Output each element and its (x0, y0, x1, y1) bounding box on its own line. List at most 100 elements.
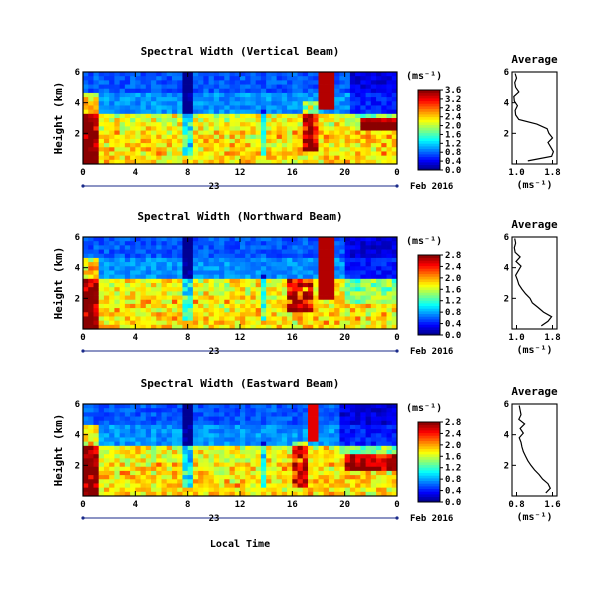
heatmap-cell (171, 454, 178, 459)
heatmap-cell (187, 278, 194, 284)
heatmap-cell (250, 466, 257, 472)
heatmap-cell (334, 437, 340, 443)
heatmap-cell (93, 429, 100, 434)
heatmap-cell (229, 445, 236, 451)
heatmap-cell (229, 109, 236, 115)
heatmap-cell (229, 274, 236, 280)
heatmap-cell (376, 72, 382, 77)
heatmap-cell (182, 274, 189, 280)
colorbar-step (418, 462, 440, 466)
heatmap-cell (308, 72, 314, 77)
heatmap-cell (240, 245, 246, 250)
heatmap-cell (386, 462, 393, 468)
heatmap-cell (276, 487, 283, 493)
heatmap-cell (177, 147, 183, 152)
heatmap-cell (135, 475, 141, 480)
heatmap-cell (308, 316, 314, 322)
heatmap-cell (151, 429, 157, 434)
heatmap-cell (250, 76, 257, 81)
heatmap-cell (166, 479, 173, 484)
heatmap-cell (98, 416, 105, 422)
heatmap-cell (83, 483, 89, 489)
heatmap-cell (109, 287, 115, 292)
heatmap-cell (349, 491, 356, 497)
heatmap-cell (349, 159, 356, 165)
heatmap-cell (234, 105, 241, 111)
heatmap-cell (213, 462, 220, 468)
heatmap-cell (318, 475, 325, 480)
heatmap-cell (323, 475, 330, 480)
heatmap-cell (281, 458, 288, 463)
heatmap-cell (219, 249, 225, 255)
heatmap-cell (229, 151, 236, 157)
heatmap-cell (255, 408, 262, 413)
heatmap-cell (98, 429, 105, 434)
heatmap-cell (287, 299, 293, 305)
heatmap-cell (208, 412, 215, 417)
heatmap-cell (103, 80, 110, 85)
heatmap-cell (260, 445, 267, 451)
heatmap-cell (234, 429, 241, 434)
heatmap-cell (109, 491, 115, 497)
heatmap-cell (192, 249, 199, 255)
heatmap-cell (391, 458, 398, 463)
heatmap-cell (260, 159, 267, 165)
heatmap-cell (213, 445, 220, 451)
heatmap-cell (240, 416, 246, 422)
heatmap-cell (266, 92, 272, 98)
heatmap-cell (334, 295, 340, 301)
heatmap-cell (381, 283, 387, 288)
heatmap-cell (255, 92, 262, 98)
heatmap-cell (171, 134, 178, 140)
heatmap-cell (203, 134, 209, 140)
heatmap-cell (203, 483, 209, 489)
heatmap-cell (114, 105, 121, 111)
heatmap-cell (271, 487, 278, 493)
heatmap-cell (229, 130, 236, 136)
heatmap-cell (103, 487, 110, 493)
heatmap-cell (360, 278, 366, 284)
heatmap-cell (260, 479, 267, 484)
heatmap-cell (266, 84, 272, 90)
heatmap-cell (208, 283, 215, 288)
heatmap-cell (182, 283, 189, 288)
heatmap-cell (93, 462, 100, 468)
heatmap-cell (208, 295, 215, 301)
heatmap-cell (135, 237, 141, 242)
heatmap-cell (339, 466, 346, 472)
heatmap-cell (365, 155, 372, 161)
heatmap-cell (93, 109, 100, 115)
heatmap-cell (339, 84, 346, 90)
heatmap-cell (276, 412, 283, 417)
heatmap-cell (318, 122, 325, 127)
heatmap-cell (328, 76, 335, 81)
heatmap-cell (349, 291, 356, 296)
heatmap-cell (281, 412, 288, 417)
heatmap-cell (98, 412, 105, 417)
heatmap-cell (308, 80, 314, 85)
heatmap-cell (119, 241, 126, 246)
heatmap-cell (124, 412, 131, 417)
heatmap-cell (318, 72, 325, 77)
heatmap-cell (177, 470, 183, 476)
heatmap-cell (208, 291, 215, 296)
heatmap-cell (391, 475, 398, 480)
heatmap-cell (208, 420, 215, 426)
heatmap-cell (271, 445, 278, 451)
heatmap-cell (98, 266, 105, 271)
heatmap-cell (135, 404, 141, 409)
heatmap-cell (381, 291, 387, 296)
heatmap-cell (166, 470, 173, 476)
heatmap-cell (103, 437, 110, 443)
heatmap-cell (98, 249, 105, 255)
heatmap-cell (365, 416, 372, 422)
heatmap-cell (370, 420, 377, 426)
heatmap-cell (334, 155, 340, 161)
heatmap-cell (308, 147, 314, 152)
heatmap-cell (339, 151, 346, 157)
heatmap-cell (213, 437, 220, 443)
heatmap-cell (114, 109, 121, 115)
heatmap-cell (140, 291, 147, 296)
heatmap-cell (166, 143, 173, 148)
